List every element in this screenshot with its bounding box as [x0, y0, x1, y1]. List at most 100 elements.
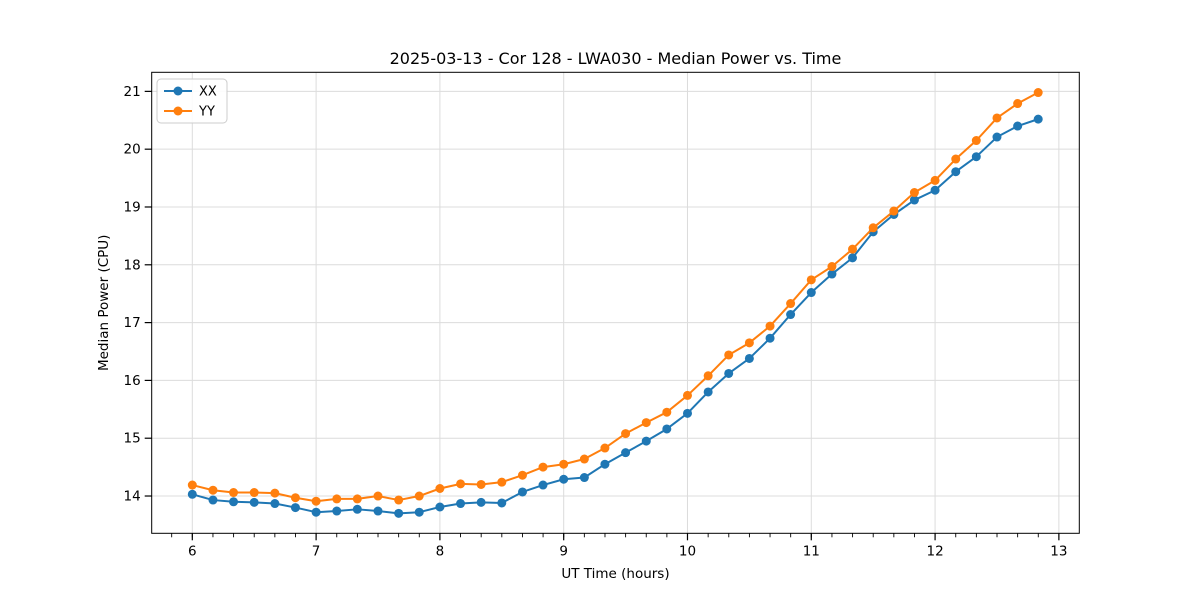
series-yy-marker	[270, 488, 280, 498]
series-xx-marker	[332, 506, 342, 516]
series-yy-marker	[311, 496, 321, 506]
series-yy-marker	[889, 206, 899, 216]
series-xx-marker	[848, 253, 858, 263]
series-xx-marker	[538, 480, 548, 490]
series-yy-marker	[208, 485, 218, 495]
series-xx-marker	[1013, 121, 1023, 131]
series-xx-marker	[992, 132, 1002, 142]
series-yy-marker	[848, 244, 858, 254]
series-yy-marker	[744, 338, 754, 348]
series-yy-marker	[662, 407, 672, 417]
chart-title: 2025-03-13 - Cor 128 - LWA030 - Median P…	[390, 49, 842, 68]
series-yy-marker	[1013, 99, 1023, 109]
y-axis-label: Median Power (CPU)	[96, 235, 112, 371]
x-tick-label: 10	[679, 543, 696, 559]
legend-marker-sample	[173, 106, 183, 116]
series-yy-marker	[909, 188, 919, 198]
series-yy-marker	[765, 321, 775, 331]
series-xx-marker	[827, 269, 837, 279]
x-tick-label: 7	[312, 543, 321, 559]
y-tick-label: 16	[124, 373, 141, 389]
x-tick-label: 8	[436, 543, 445, 559]
series-xx-marker	[187, 489, 197, 499]
series-xx-marker	[806, 288, 816, 298]
series-yy-marker	[187, 480, 197, 490]
series-xx-marker	[229, 497, 239, 507]
legend: XX YY	[156, 78, 228, 124]
tick-labels: 6 7 8 9 10 11 12 13 14 15 16 17 18 19 20 21	[124, 84, 1068, 559]
series-xx-marker	[373, 506, 383, 516]
series-yy-marker	[579, 454, 589, 464]
series-yy-marker	[806, 275, 816, 285]
grid-lines	[151, 72, 1080, 534]
series-yy-marker	[394, 495, 404, 505]
series-xx-marker	[290, 503, 300, 513]
series-xx-marker	[208, 495, 218, 505]
series-xx-marker	[394, 508, 404, 518]
series-yy-marker	[332, 494, 342, 504]
y-tick-label: 21	[124, 84, 141, 100]
series-yy-marker	[414, 491, 424, 501]
series-xx-marker	[249, 497, 259, 507]
series-yy-marker	[1033, 88, 1043, 98]
series-xx-marker	[352, 504, 362, 514]
series-xx-marker	[765, 333, 775, 343]
series-xx-marker	[435, 502, 445, 512]
series-yy-marker	[724, 350, 734, 360]
series-yy-marker	[786, 299, 796, 309]
series-xx-marker	[641, 436, 651, 446]
y-tick-label: 17	[124, 315, 141, 331]
series-xx-marker	[476, 497, 486, 507]
axis-ticks	[144, 90, 1060, 541]
y-tick-label: 19	[124, 199, 141, 215]
plot-area	[151, 72, 1080, 534]
series-xx-marker	[951, 167, 961, 177]
series-yy-marker	[559, 459, 569, 469]
series-xx-marker	[497, 498, 507, 508]
series-xx-marker	[682, 408, 692, 418]
series-yy-marker	[621, 429, 631, 439]
x-tick-label: 12	[926, 543, 943, 559]
series-xx-marker	[1033, 114, 1043, 124]
series-xx-marker	[600, 459, 610, 469]
series-yy-marker	[229, 488, 239, 498]
series-xx-marker	[724, 368, 734, 378]
series-yy-marker	[517, 470, 527, 480]
series-yy-marker	[703, 371, 713, 381]
series-yy-marker	[682, 390, 692, 400]
x-tick-label: 9	[559, 543, 568, 559]
series-yy-marker	[290, 493, 300, 503]
series-xx-marker	[621, 448, 631, 458]
x-tick-label: 11	[803, 543, 820, 559]
series-yy-marker	[373, 491, 383, 501]
y-tick-label: 20	[124, 142, 141, 158]
series-xx-marker	[414, 507, 424, 517]
series-xx-marker	[517, 487, 527, 497]
y-tick-label: 14	[124, 489, 141, 505]
x-tick-label: 13	[1050, 543, 1067, 559]
legend-marker-sample	[173, 86, 183, 96]
series-xx-marker	[270, 499, 280, 509]
legend-label: YY	[198, 105, 215, 120]
y-tick-label: 15	[124, 431, 141, 447]
legend-label: XX	[199, 85, 217, 100]
series-yy-marker	[951, 154, 961, 164]
x-tick-label: 6	[188, 543, 197, 559]
series-xx-marker	[786, 310, 796, 320]
series-xx-marker	[744, 353, 754, 363]
data-series	[187, 88, 1043, 518]
series-yy-marker	[476, 479, 486, 489]
series-yy-marker	[930, 175, 940, 185]
series-yy-marker	[992, 113, 1002, 123]
series-yy-marker	[249, 488, 259, 498]
series-yy-marker	[827, 262, 837, 272]
series-yy-marker	[435, 484, 445, 494]
series-yy-marker	[456, 479, 466, 489]
y-tick-label: 18	[124, 257, 141, 273]
series-yy-marker	[497, 477, 507, 487]
series-yy-marker	[971, 136, 981, 146]
plot-border	[151, 71, 1080, 534]
series-xx-marker	[456, 499, 466, 509]
